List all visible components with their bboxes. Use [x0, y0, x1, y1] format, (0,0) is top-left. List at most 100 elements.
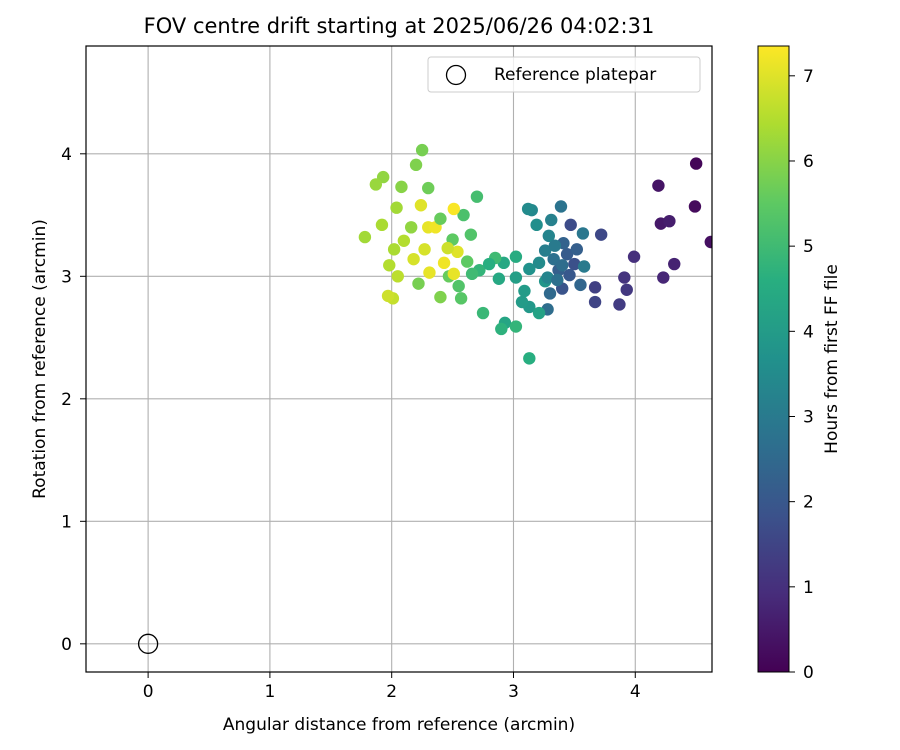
- data-point: [689, 157, 703, 170]
- data-point: [668, 257, 681, 271]
- x-tick-label: 4: [630, 682, 641, 702]
- data-point: [576, 227, 590, 240]
- legend: Reference platepar: [427, 56, 701, 93]
- data-point: [375, 218, 389, 232]
- data-point: [652, 179, 665, 192]
- data-point: [523, 262, 536, 276]
- data-point: [461, 255, 474, 268]
- y-tick-label: 4: [61, 145, 72, 165]
- colorbar-tick-label: 7: [803, 67, 814, 87]
- x-tick-label: 2: [386, 682, 397, 702]
- data-point: [627, 250, 641, 263]
- data-point: [404, 221, 418, 234]
- data-point: [545, 213, 558, 227]
- data-point: [532, 306, 546, 320]
- data-point: [554, 200, 568, 213]
- data-point: [663, 214, 676, 228]
- chart-title: FOV centre drift starting at 2025/06/26 …: [144, 14, 655, 38]
- data-point: [560, 248, 574, 261]
- data-point: [618, 271, 631, 284]
- x-axis-label: Angular distance from reference (arcmin): [223, 715, 575, 735]
- data-point: [532, 256, 546, 270]
- data-point: [547, 252, 560, 266]
- plot-frame: [85, 45, 713, 673]
- data-point: [465, 267, 479, 281]
- y-tick-label: 1: [61, 512, 72, 532]
- data-point: [518, 284, 531, 298]
- data-point: [470, 190, 484, 203]
- colorbar-tick-label: 6: [803, 152, 814, 172]
- data-point: [434, 290, 447, 304]
- x-tick-label: 3: [508, 682, 519, 702]
- data-point: [423, 266, 436, 279]
- data-point: [523, 352, 536, 365]
- reference-marker: [137, 633, 159, 654]
- colorbar-tick-label: 0: [803, 663, 814, 683]
- data-point: [476, 306, 490, 320]
- data-point: [657, 271, 670, 284]
- legend-entry-reference-platepar: Reference platepar: [494, 65, 656, 85]
- colorbar: 0 1 2 3 4 5 6 7 Hours from first FF file: [757, 45, 842, 683]
- data-point: [509, 320, 523, 333]
- data-point: [492, 272, 506, 285]
- data-point: [397, 234, 411, 247]
- data-point: [381, 289, 395, 303]
- data-point: [358, 230, 372, 244]
- data-point: [530, 218, 543, 232]
- data-point: [551, 273, 564, 287]
- data-point: [548, 239, 562, 252]
- data-point: [509, 250, 523, 263]
- data-point: [588, 295, 602, 309]
- data-point: [422, 181, 435, 195]
- data-point: [412, 277, 425, 290]
- data-point: [395, 180, 408, 194]
- data-point: [568, 257, 581, 271]
- data-point: [437, 256, 451, 270]
- data-point: [538, 244, 552, 257]
- colorbar-gradient: [757, 45, 790, 673]
- data-point: [588, 281, 602, 294]
- data-point: [482, 257, 496, 271]
- data-point: [441, 241, 454, 255]
- data-point: [555, 259, 569, 272]
- data-point: [452, 279, 465, 293]
- data-point: [564, 218, 577, 232]
- data-point: [577, 260, 591, 273]
- data-point: [454, 292, 468, 305]
- data-point: [613, 298, 626, 311]
- reference-platepar-icon: [137, 633, 159, 654]
- data-point: [418, 243, 431, 256]
- data-point: [688, 200, 702, 213]
- data-point: [515, 295, 529, 309]
- data-point: [464, 228, 478, 241]
- data-point: [369, 178, 383, 191]
- legend-marker-icon: [445, 64, 467, 86]
- data-point: [563, 268, 576, 282]
- y-tick-label: 3: [61, 267, 72, 287]
- legend-box: [427, 56, 701, 93]
- data-point: [390, 201, 403, 214]
- data-point: [434, 212, 447, 225]
- data-point: [541, 271, 554, 284]
- data-point: [407, 252, 420, 266]
- x-tick-label: 0: [143, 682, 154, 702]
- data-point: [451, 245, 464, 259]
- colorbar-ticks: 0 1 2 3 4 5 6 7: [789, 67, 814, 683]
- data-point: [704, 235, 712, 249]
- data-point: [447, 267, 461, 281]
- y-tick-label: 0: [61, 635, 72, 655]
- data-point: [574, 278, 587, 292]
- data-point: [542, 229, 556, 243]
- x-tick-label: 1: [264, 682, 275, 702]
- colorbar-tick-label: 5: [803, 237, 814, 257]
- y-axis-ticks: 0 1 2 3 4: [61, 145, 86, 655]
- colorbar-label: Hours from first FF file: [822, 264, 842, 454]
- data-point: [414, 199, 428, 212]
- grid-lines: [86, 46, 712, 672]
- data-point: [543, 287, 557, 300]
- data-points: [358, 143, 712, 365]
- colorbar-tick-label: 1: [803, 578, 814, 598]
- colorbar-tick-label: 3: [803, 407, 814, 427]
- data-point: [391, 270, 404, 283]
